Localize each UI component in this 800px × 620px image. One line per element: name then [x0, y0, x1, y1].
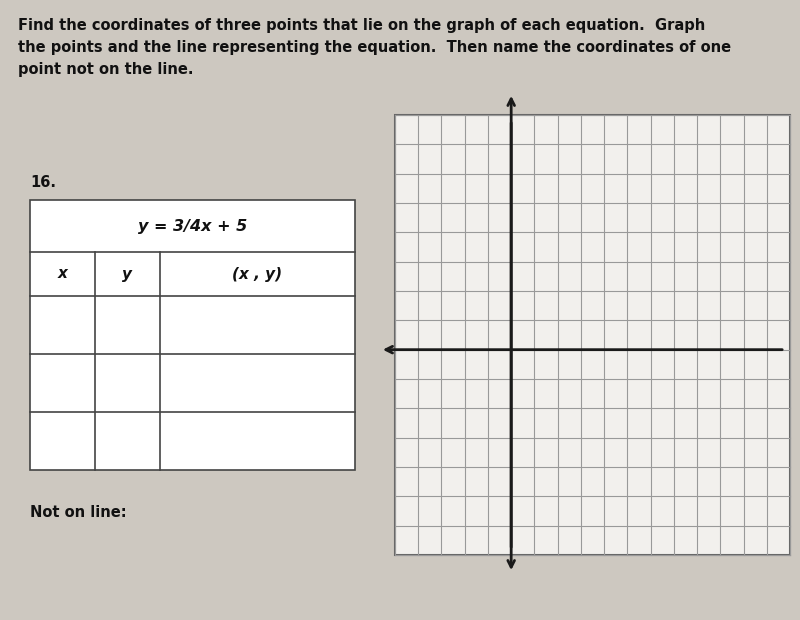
Text: x: x: [58, 267, 67, 281]
Text: y: y: [122, 267, 133, 281]
Bar: [395, 115, 790, 555]
Text: (x , y): (x , y): [233, 267, 282, 281]
Text: y = 3/4x + 5: y = 3/4x + 5: [138, 218, 247, 234]
Bar: [395, 115, 790, 555]
Text: Find the coordinates of three points that lie on the graph of each equation.  Gr: Find the coordinates of three points tha…: [18, 18, 731, 78]
Text: 16.: 16.: [30, 175, 56, 190]
Bar: [30, 200, 355, 470]
Text: Not on line:: Not on line:: [30, 505, 126, 520]
